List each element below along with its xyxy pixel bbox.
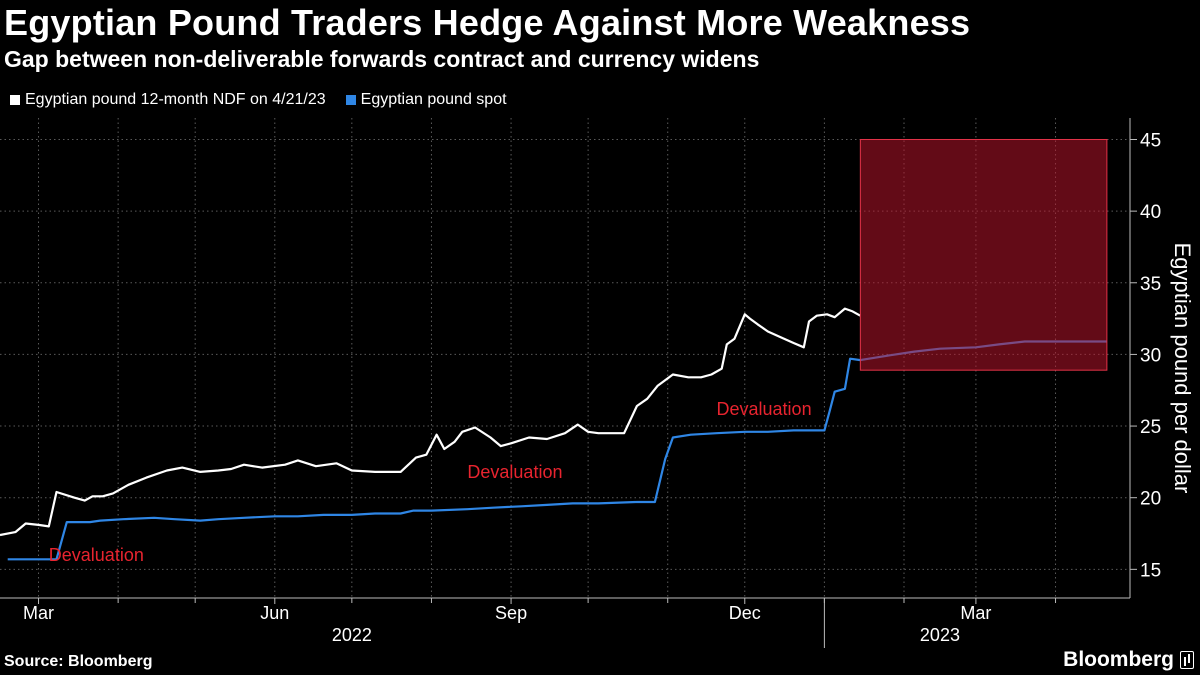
y-tick-label: 35 (1140, 274, 1161, 295)
year-label: 2023 (920, 625, 960, 645)
year-label: 2022 (332, 625, 372, 645)
legend-label-spot: Egyptian pound spot (360, 91, 507, 108)
y-tick-label: 20 (1140, 489, 1161, 510)
legend-label-ndf: Egyptian pound 12-month NDF on 4/21/23 (25, 91, 326, 108)
brand-name: Bloomberg (1063, 648, 1174, 671)
x-tick-label: Mar (23, 603, 54, 623)
devaluation-label: Devaluation (717, 399, 812, 419)
y-tick-label: 25 (1140, 417, 1161, 438)
chart-title: Egyptian Pound Traders Hedge Against Mor… (4, 2, 971, 43)
x-tick-label: Sep (495, 603, 527, 623)
legend: Egyptian pound 12-month NDF on 4/21/23 E… (10, 91, 507, 109)
series-line-ndf (0, 307, 861, 537)
legend-swatch-ndf (10, 95, 20, 105)
chart-subtitle: Gap between non-deliverable forwards con… (4, 46, 760, 72)
x-tick-label: Jun (260, 603, 289, 623)
brand-logo: Bloomberg (1063, 648, 1194, 672)
devaluation-label: Devaluation (49, 545, 144, 565)
terminal-icon (1180, 651, 1194, 669)
y-tick-label: 15 (1140, 560, 1161, 581)
highlight-box (859, 138, 1108, 371)
legend-swatch-spot (345, 95, 356, 105)
source-note: Source: Bloomberg (4, 653, 153, 670)
series-line-spot (7, 340, 1107, 561)
x-tick-label: Dec (729, 603, 761, 623)
y-tick-label: 40 (1140, 202, 1161, 223)
y-tick-label: 30 (1140, 345, 1161, 366)
y-tick-label: 45 (1140, 130, 1161, 151)
legend-item-ndf: Egyptian pound 12-month NDF on 4/21/23 (10, 91, 326, 109)
y-axis-title: Egyptian pound per dollar (1170, 243, 1195, 494)
devaluation-label: Devaluation (467, 462, 562, 482)
legend-item-spot: Egyptian pound spot (345, 91, 507, 109)
x-tick-label: Mar (960, 603, 991, 623)
